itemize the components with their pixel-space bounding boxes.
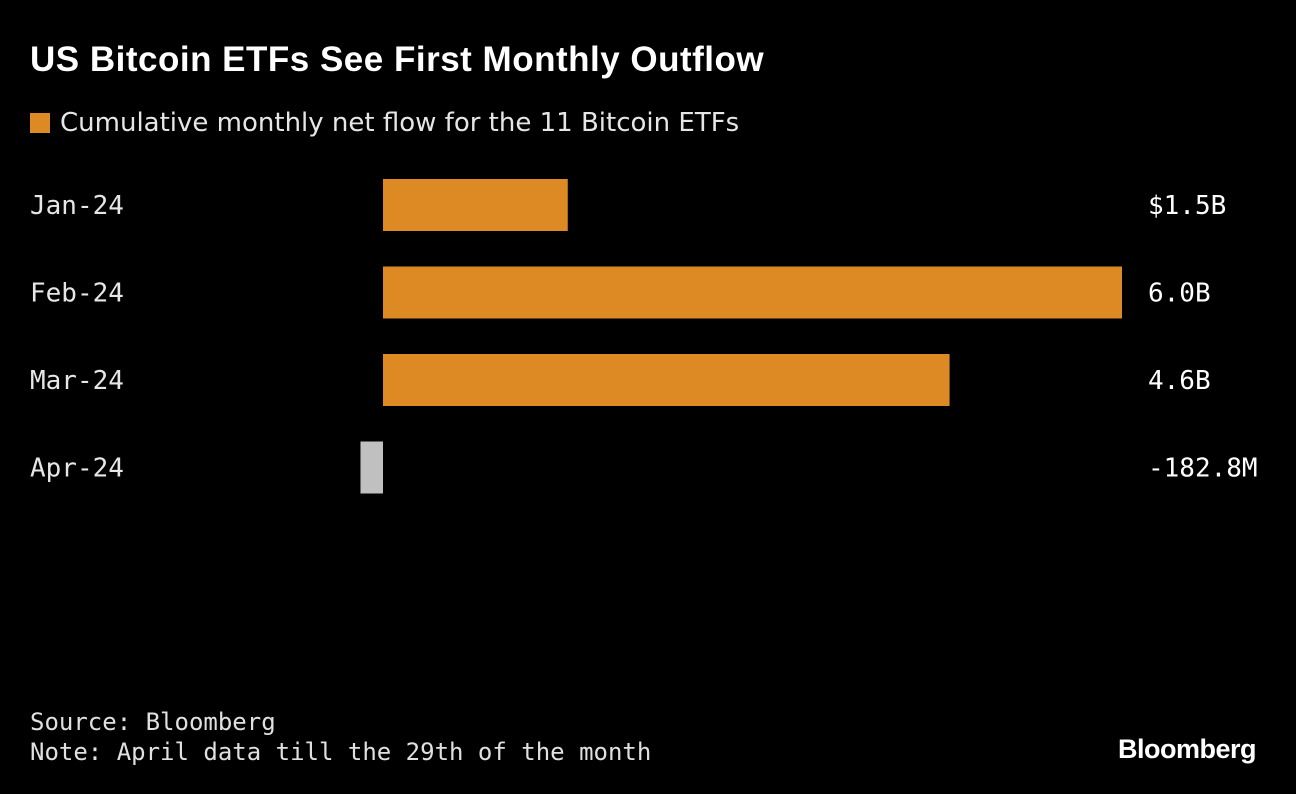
data-label: $1.5B bbox=[1148, 191, 1226, 221]
category-label: Mar-24 bbox=[30, 366, 124, 396]
bloomberg-logo: Bloomberg bbox=[1117, 734, 1257, 764]
legend: Cumulative monthly net flow for the 11 B… bbox=[30, 108, 739, 138]
category-label: Apr-24 bbox=[30, 454, 124, 484]
chart-title: US Bitcoin ETFs See First Monthly Outflo… bbox=[30, 40, 765, 79]
bar-jan-24 bbox=[383, 179, 568, 231]
bar-apr-24 bbox=[360, 441, 383, 494]
legend-label: Cumulative monthly net flow for the 11 B… bbox=[60, 108, 740, 138]
category-label: Feb-24 bbox=[30, 279, 124, 309]
data-label: 6.0B bbox=[1148, 279, 1211, 309]
data-label: 4.6B bbox=[1148, 366, 1211, 396]
data-label: -182.8M bbox=[1148, 454, 1258, 484]
category-label: Jan-24 bbox=[30, 191, 124, 221]
source-note: Source: Bloomberg bbox=[30, 708, 276, 736]
bar-mar-24 bbox=[383, 354, 950, 406]
bar-feb-24 bbox=[383, 266, 1122, 319]
legend-swatch bbox=[30, 113, 50, 133]
footnote: Note: April data till the 29th of the mo… bbox=[30, 738, 652, 766]
